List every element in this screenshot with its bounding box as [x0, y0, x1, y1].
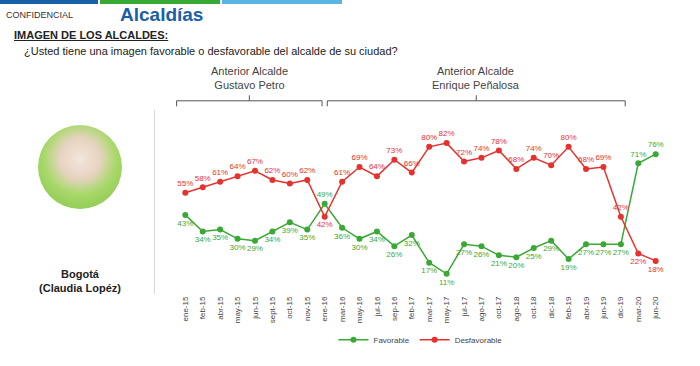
svg-text:66%: 66% — [404, 159, 420, 168]
html-text:Bogotá: Bogotá — [61, 268, 99, 280]
svg-text:jul-17: jul-17 — [460, 296, 469, 317]
svg-text:64%: 64% — [369, 162, 385, 171]
svg-text:80%: 80% — [561, 133, 577, 142]
svg-text:26%: 26% — [386, 250, 402, 259]
svg-text:29%: 29% — [247, 244, 263, 253]
svg-text:oct-15: oct-15 — [285, 296, 294, 319]
html-text:(Claudia Lopéz): (Claudia Lopéz) — [39, 282, 121, 294]
svg-text:jul-16: jul-16 — [373, 296, 382, 317]
svg-text:64%: 64% — [230, 162, 246, 171]
svg-text:abr-15: abr-15 — [216, 296, 225, 320]
html-text:CONFIDENCIAL: CONFIDENCIAL — [6, 10, 73, 20]
svg-text:mar-20: mar-20 — [634, 296, 643, 322]
svg-text:74%: 74% — [473, 144, 489, 153]
svg-text:49%: 49% — [317, 190, 333, 199]
svg-text:29%: 29% — [543, 244, 559, 253]
svg-text:Desfavorable: Desfavorable — [455, 336, 503, 345]
svg-text:30%: 30% — [230, 243, 246, 252]
svg-text:82%: 82% — [439, 129, 455, 138]
svg-text:36%: 36% — [334, 232, 350, 241]
svg-text:feb-15: feb-15 — [198, 296, 207, 319]
svg-text:nov-15: nov-15 — [303, 296, 312, 321]
svg-text:mar-17: mar-17 — [425, 296, 434, 322]
svg-text:73%: 73% — [386, 146, 402, 155]
svg-text:may-15: may-15 — [233, 296, 242, 323]
svg-text:43%: 43% — [177, 219, 193, 228]
svg-text:ago-18: ago-18 — [512, 296, 521, 321]
svg-text:mar-16: mar-16 — [338, 296, 347, 322]
svg-text:55%: 55% — [177, 179, 193, 188]
svg-text:35%: 35% — [299, 233, 315, 242]
svg-text:may-17: may-17 — [442, 296, 451, 323]
svg-text:sept-15: sept-15 — [268, 296, 277, 323]
svg-text:69%: 69% — [595, 153, 611, 162]
svg-text:34%: 34% — [264, 235, 280, 244]
svg-text:62%: 62% — [299, 166, 315, 175]
svg-text:sep-16: sep-16 — [390, 296, 399, 321]
svg-text:60%: 60% — [282, 170, 298, 179]
svg-text:27%: 27% — [578, 248, 594, 257]
svg-text:Anterior AlcaldeGustavo Petro: Anterior AlcaldeGustavo Petro — [211, 65, 288, 91]
svg-text:67%: 67% — [247, 157, 263, 166]
svg-text:jun-15: jun-15 — [251, 296, 260, 320]
html-text:IMAGEN DE LOS ALCALDES:: IMAGEN DE LOS ALCALDES: — [14, 29, 169, 41]
svg-text:68%: 68% — [578, 155, 594, 164]
svg-text:32%: 32% — [404, 239, 420, 248]
svg-text:oct-18: oct-18 — [529, 296, 538, 319]
svg-text:ene-16: ene-16 — [320, 296, 329, 321]
svg-text:19%: 19% — [561, 263, 577, 272]
svg-text:oct-17: oct-17 — [495, 296, 504, 319]
svg-text:58%: 58% — [195, 174, 211, 183]
svg-text:71%: 71% — [630, 150, 646, 159]
svg-text:62%: 62% — [264, 166, 280, 175]
svg-text:Anterior AlcaldeEnrique Peñalo: Anterior AlcaldeEnrique Peñalosa — [432, 65, 520, 91]
svg-text:27%: 27% — [613, 248, 629, 257]
svg-text:39%: 39% — [282, 226, 298, 235]
svg-text:jun-20: jun-20 — [651, 296, 660, 320]
svg-text:abr-19: abr-19 — [582, 296, 591, 320]
svg-text:76%: 76% — [648, 140, 664, 149]
svg-text:61%: 61% — [212, 168, 228, 177]
svg-text:35%: 35% — [212, 233, 228, 242]
svg-text:feb-17: feb-17 — [407, 296, 416, 319]
svg-text:feb-19: feb-19 — [564, 296, 573, 319]
svg-text:78%: 78% — [491, 137, 507, 146]
svg-text:80%: 80% — [421, 133, 437, 142]
svg-text:18%: 18% — [648, 265, 664, 274]
svg-text:ago-17: ago-17 — [477, 296, 486, 321]
svg-text:11%: 11% — [439, 278, 454, 287]
svg-text:68%: 68% — [508, 155, 524, 164]
svg-text:72%: 72% — [456, 148, 472, 157]
svg-text:ene-15: ene-15 — [181, 296, 190, 321]
svg-text:70%: 70% — [543, 151, 559, 160]
svg-text:17%: 17% — [421, 266, 437, 275]
svg-text:22%: 22% — [630, 257, 646, 266]
html-text:Alcaldías: Alcaldías — [120, 4, 204, 25]
svg-text:25%: 25% — [526, 252, 542, 261]
svg-text:42%: 42% — [613, 203, 629, 212]
svg-text:34%: 34% — [369, 235, 385, 244]
svg-text:42%: 42% — [317, 220, 333, 229]
svg-text:69%: 69% — [352, 153, 368, 162]
svg-text:jun-19: jun-19 — [599, 296, 608, 320]
svg-text:27%: 27% — [456, 248, 472, 257]
svg-text:dic-18: dic-18 — [547, 296, 556, 318]
svg-text:27%: 27% — [595, 248, 611, 257]
html-text:¿Usted tiene una imagen favora: ¿Usted tiene una imagen favorable o desf… — [24, 45, 398, 57]
svg-text:20%: 20% — [508, 261, 524, 270]
svg-text:may-16: may-16 — [355, 296, 364, 323]
svg-text:Favorable: Favorable — [374, 336, 410, 345]
svg-text:21%: 21% — [491, 259, 507, 268]
svg-text:26%: 26% — [473, 250, 489, 259]
svg-text:34%: 34% — [195, 235, 211, 244]
svg-text:dic-19: dic-19 — [616, 296, 625, 318]
svg-text:30%: 30% — [352, 243, 368, 252]
svg-text:74%: 74% — [526, 144, 542, 153]
svg-text:61%: 61% — [334, 168, 350, 177]
